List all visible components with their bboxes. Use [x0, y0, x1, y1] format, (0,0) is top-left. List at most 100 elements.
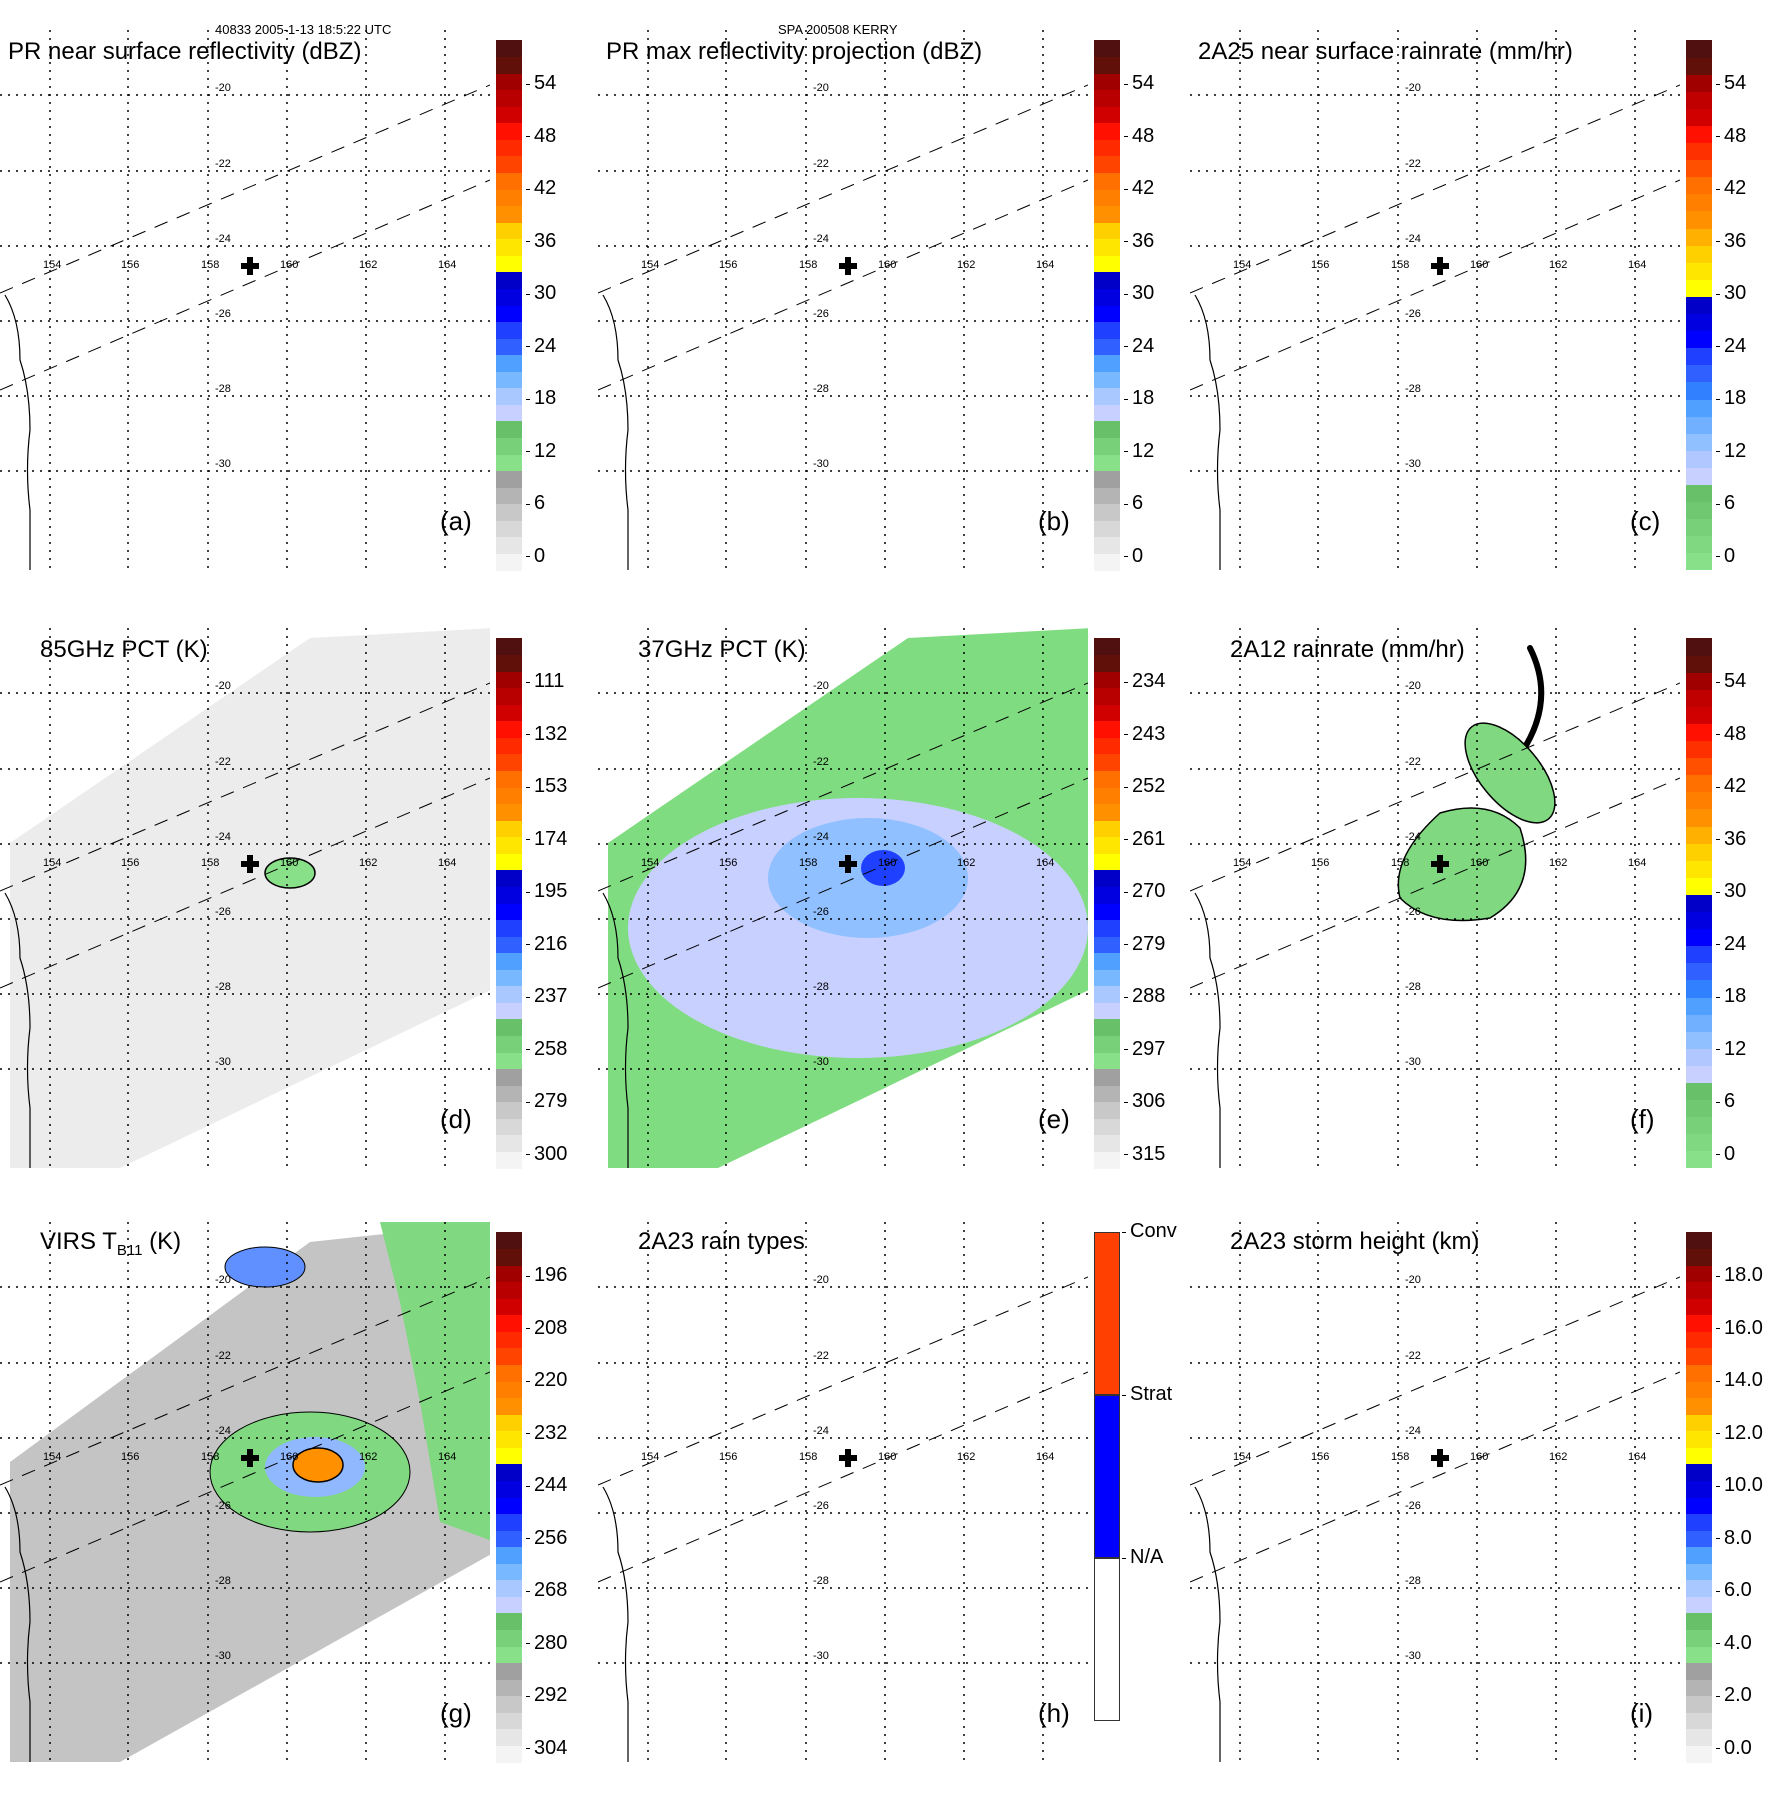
colorbar-segment	[1094, 1118, 1120, 1136]
colorbar-segment	[496, 1314, 522, 1332]
map-panel-i: -20 -22 -24 -26 -28 -30 154 156 158 160 162 164 2A23…	[1190, 1222, 1771, 1812]
colorbar-segment	[1094, 89, 1120, 107]
colorbar-segment	[496, 853, 522, 871]
colorbar-segment	[1686, 450, 1712, 468]
colorbar-tick-label: 42	[1715, 775, 1747, 797]
colorbar-segment	[496, 1629, 522, 1647]
lon-label: 164	[1628, 1451, 1646, 1463]
colorbar-segment	[496, 1068, 522, 1086]
colorbar-segment	[1686, 330, 1712, 349]
colorbar-segment	[1094, 770, 1120, 788]
colorbar-tick-label: 36	[1715, 229, 1747, 252]
lon-label: 154	[43, 857, 61, 869]
colorbar-segment	[496, 654, 522, 672]
lon-label: 164	[1628, 857, 1646, 869]
colorbar-segment	[1094, 753, 1120, 771]
lat-label: -22	[813, 1350, 829, 1362]
colorbar-segment	[1686, 723, 1712, 742]
colorbar-segment	[1686, 1679, 1712, 1697]
colorbar-segment	[1686, 1497, 1712, 1515]
pr-swath-edge	[598, 1276, 1088, 1486]
colorbar-segment	[496, 787, 522, 805]
colorbar-segment	[496, 1695, 522, 1713]
lat-label: -20	[215, 1274, 231, 1286]
colorbar-tick-label: 54	[1715, 72, 1747, 94]
colorbar-tick-label: 36	[1123, 229, 1155, 252]
colorbar: 54 48 42 36 30 24 18 12 6 0	[496, 40, 556, 571]
colorbar-segment	[1094, 189, 1120, 207]
title-main: VIRS T	[40, 1228, 117, 1255]
map-panel-h: -20 -22 -24 -26 -28 -30 154 156 158 160 162 164 2A23…	[598, 1220, 1188, 1812]
colorbar-segment	[1686, 860, 1712, 878]
lon-label: 162	[359, 259, 377, 271]
colorbar-segment	[496, 1085, 522, 1103]
colorbar-segment	[1686, 40, 1712, 58]
lat-label: -22	[215, 1350, 231, 1362]
map-canvas: -20 -22 -24 -26 -28 -30 154 156 158 160 162 164	[0, 30, 490, 570]
pr-swath-edge	[598, 179, 1088, 391]
panel-title: 37GHz PCT (K)	[638, 636, 806, 663]
map-canvas: -20 -22 -24 -26 -28 -30 154 156 158 160 162 164	[598, 1222, 1088, 1762]
colorbar-segment	[496, 1728, 522, 1746]
colorbar-segment	[496, 919, 522, 937]
colorbar-segment	[1686, 1662, 1712, 1680]
colorbar-segment	[496, 454, 522, 472]
lat-label: -26	[215, 906, 231, 918]
colorbar-segment	[1686, 1612, 1712, 1630]
colorbar-segment	[1686, 1150, 1712, 1169]
lon-label: 158	[1391, 857, 1409, 869]
colorbar-segment	[1686, 1232, 1712, 1250]
colorbar-segment	[1094, 404, 1120, 422]
orbit-time-header: 40833 2005-1-13 18:5:22 UTC	[215, 22, 392, 37]
panel-title: 2A25 near surface rainrate (mm/hr)	[1198, 38, 1573, 65]
colorbar-tick-label: 153	[525, 775, 568, 797]
colorbar-segment	[1094, 1558, 1120, 1721]
lon-label: 164	[1036, 857, 1054, 869]
colorbar-segment	[496, 1546, 522, 1564]
colorbar-segment	[1094, 536, 1120, 554]
storm-center-plus-icon	[839, 1449, 857, 1467]
colorbar-segment	[1686, 1579, 1712, 1597]
colorbar-tick-label: 36	[1715, 827, 1747, 850]
title-subscript: B11	[116, 1241, 143, 1259]
colorbar-segment	[1094, 787, 1120, 805]
panel-letter-label: (e)	[1038, 1104, 1070, 1134]
colorbar-segment	[1686, 176, 1712, 195]
colorbar-segment	[496, 487, 522, 505]
panel-title: 2A23 storm height (km)	[1230, 1228, 1480, 1255]
colorbar-segment	[496, 820, 522, 838]
colorbar-tick-label: 10.0	[1716, 1474, 1763, 1496]
colorbar-segment	[496, 404, 522, 422]
colorbar-segment	[1094, 255, 1120, 273]
colorbar-segment	[1094, 503, 1120, 521]
colorbar-segment	[1686, 689, 1712, 707]
colorbar-tick-label: 315	[1123, 1142, 1166, 1165]
colorbar-tick-label: 279	[1123, 932, 1166, 955]
colorbar-segment	[1094, 1068, 1120, 1086]
colorbar-segment	[1686, 518, 1712, 537]
colorbar-segment	[1686, 210, 1712, 229]
colorbar-segment	[496, 155, 522, 173]
lat-label: -30	[215, 1056, 231, 1068]
colorbar-segment	[1094, 1052, 1120, 1070]
colorbar-tick-label: 195	[525, 880, 568, 902]
colorbar-tick-label: 18.0	[1716, 1264, 1763, 1286]
lon-label: 162	[957, 259, 975, 271]
colorbar-tick-label: 16.0	[1716, 1316, 1763, 1339]
pr-swath-edge	[1190, 1276, 1680, 1486]
storm-center-plus-icon	[1431, 257, 1449, 275]
lat-label: -20	[215, 680, 231, 692]
lon-label: 156	[719, 259, 737, 271]
colorbar-segment	[1686, 1116, 1712, 1135]
lon-label: 160	[1470, 259, 1488, 271]
colorbar-segment	[496, 1331, 522, 1349]
lat-label: -20	[813, 680, 829, 692]
colorbar-segment	[496, 1497, 522, 1515]
title-unit: (K)	[142, 1228, 182, 1255]
lat-label: -30	[813, 1056, 829, 1068]
lon-label: 164	[1036, 1451, 1054, 1463]
lat-label: -28	[1405, 383, 1421, 395]
lat-label: -20	[1405, 1274, 1421, 1286]
lon-label: 158	[799, 857, 817, 869]
colorbar-segment	[1094, 919, 1120, 937]
